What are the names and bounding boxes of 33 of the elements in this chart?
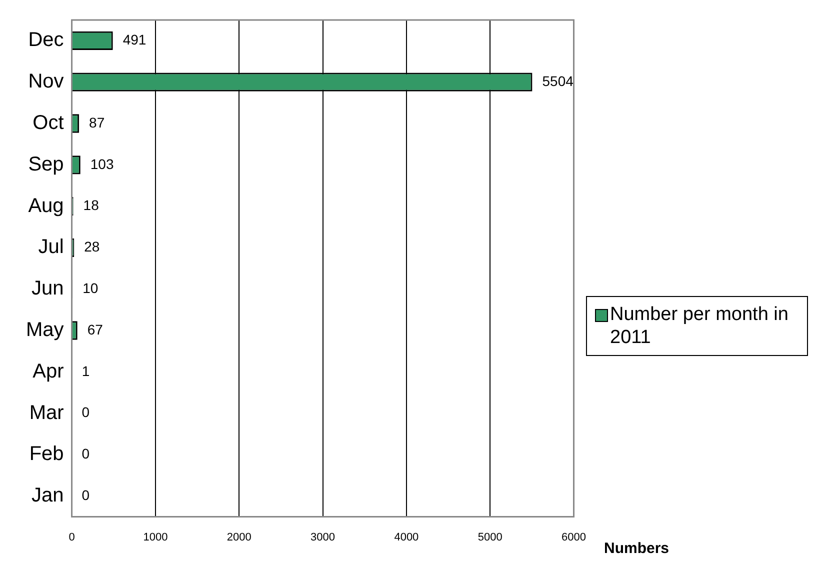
x-tick-label: 0 bbox=[68, 531, 75, 544]
y-tick-label: Sep bbox=[28, 153, 64, 176]
data-label: 10 bbox=[82, 280, 98, 296]
y-tick-label: Jan bbox=[32, 484, 64, 507]
y-tick-label: Jun bbox=[32, 278, 64, 300]
y-tick-label: Mar bbox=[29, 402, 64, 424]
y-tick-label: May bbox=[26, 319, 64, 342]
data-label: 67 bbox=[87, 321, 104, 338]
data-label: 0 bbox=[82, 404, 90, 420]
data-label: 103 bbox=[90, 156, 114, 172]
y-tick-label: Oct bbox=[32, 112, 64, 134]
legend-label: Number per month in 2011 bbox=[610, 303, 790, 349]
y-tick-label: Feb bbox=[29, 443, 64, 466]
x-tick-label: 5000 bbox=[478, 531, 502, 544]
y-tick-label: Jul bbox=[38, 236, 64, 258]
data-label: 1 bbox=[82, 362, 90, 379]
x-tick-label: 4000 bbox=[394, 531, 419, 544]
y-tick-label: Aug bbox=[28, 194, 64, 217]
x-tick-label: 3000 bbox=[310, 531, 336, 544]
data-label: 0 bbox=[82, 486, 90, 503]
y-tick-label: Dec bbox=[28, 29, 64, 52]
y-tick-label: Nov bbox=[28, 70, 64, 93]
data-label: 28 bbox=[84, 238, 100, 255]
x-tick-label: 1000 bbox=[143, 531, 168, 544]
data-label: 491 bbox=[122, 32, 146, 48]
y-tick-label: Apr bbox=[32, 360, 64, 382]
x-axis-title: Numbers bbox=[604, 540, 670, 557]
data-label: 87 bbox=[89, 114, 105, 130]
data-label: 0 bbox=[82, 446, 90, 462]
x-tick-label: 6000 bbox=[562, 531, 586, 544]
data-label: 5504 bbox=[542, 72, 574, 89]
data-label: 18 bbox=[83, 197, 100, 214]
x-tick-label: 2000 bbox=[226, 531, 252, 544]
